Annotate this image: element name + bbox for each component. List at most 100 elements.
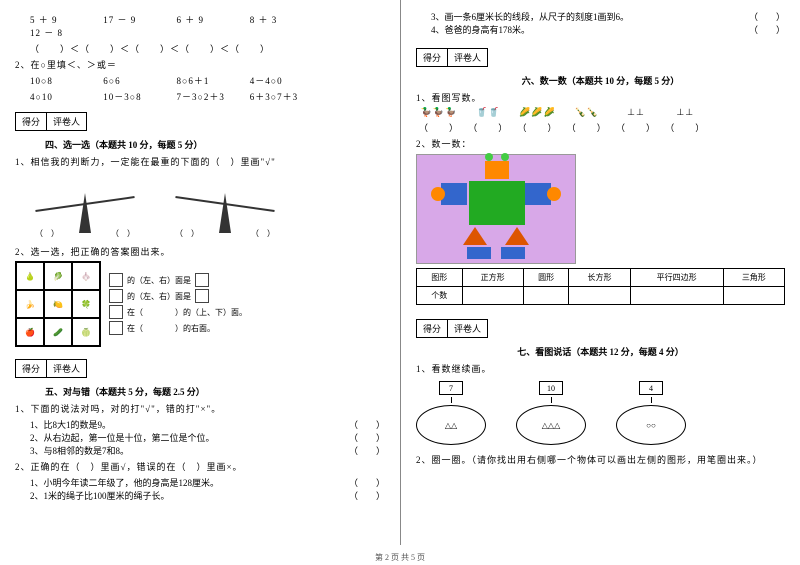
section-4-title: 四、选一选（本题共 10 分，每题 5 分） bbox=[15, 138, 385, 151]
paren: （ ） bbox=[515, 121, 561, 134]
grader-label: 评卷人 bbox=[47, 360, 86, 377]
score-box: 得分 评卷人 bbox=[416, 319, 488, 338]
stmt: 1、小明今年读二年级了，他的身高是128厘米。 bbox=[15, 476, 219, 489]
s6-q1: 1、看图写数。 bbox=[416, 91, 785, 104]
oval: ○○ bbox=[616, 405, 686, 445]
expr: 6○6 bbox=[103, 76, 173, 86]
stmt: 3、与8相邻的数是7和8。 bbox=[15, 444, 129, 457]
q2-title: 2、在○里填＜、＞或＝ bbox=[15, 58, 385, 71]
num-box: 10 bbox=[539, 381, 563, 395]
r-q4: 4、爸爸的身高有178米。 （ ） bbox=[416, 23, 785, 36]
expr: 17 － 9 bbox=[103, 13, 173, 26]
paren: （ ） bbox=[349, 476, 385, 489]
cup-icon bbox=[109, 273, 123, 287]
th: 圆形 bbox=[523, 269, 569, 287]
stmt: 4、爸爸的身高有178米。 bbox=[416, 23, 530, 36]
th: 正方形 bbox=[462, 269, 523, 287]
th: 三角形 bbox=[723, 269, 784, 287]
paren: （ ） bbox=[613, 121, 659, 134]
s5-q1: 1、下面的说法对吗，对的打"√"，错的打"×"。 bbox=[15, 402, 385, 415]
num-box: 7 bbox=[439, 381, 463, 395]
section-6-title: 六、数一数（本题共 10 分，每题 5 分） bbox=[416, 74, 785, 87]
expr: 8 ＋ 3 bbox=[250, 13, 320, 26]
th: 长方形 bbox=[569, 269, 630, 287]
oval-group: 10 △△△ bbox=[516, 381, 586, 445]
robot-figure bbox=[416, 154, 576, 264]
q2-row1: 10○8 6○6 8○6＋1 4－4○0 bbox=[15, 74, 385, 87]
ducks-icon: 🦆🦆🦆 bbox=[416, 107, 462, 118]
s5-item: 1、小明今年读二年级了，他的身高是128厘米。 （ ） bbox=[15, 476, 385, 489]
paren: （ ） bbox=[251, 228, 275, 239]
s6-q2: 2、数一数： bbox=[416, 137, 785, 150]
expr: 4○10 bbox=[30, 92, 100, 102]
balance-1: （ ） （ ） bbox=[25, 173, 145, 233]
score-box: 得分 评卷人 bbox=[15, 112, 87, 131]
num-box: 4 bbox=[639, 381, 663, 395]
pine-icon bbox=[109, 321, 123, 335]
oval-figures: 7 △△ 10 △△△ 4 ○○ bbox=[416, 381, 785, 445]
expr: 12 － 8 bbox=[30, 26, 100, 39]
paren: （ ） bbox=[564, 121, 610, 134]
s5-item: 3、与8相邻的数是7和8。 （ ） bbox=[15, 444, 385, 457]
right-column: 3、画一条6厘米长的线段，从尺子的刻度1画到6。 （ ） 4、爸爸的身高有178米… bbox=[400, 0, 800, 545]
paren: （ ） bbox=[749, 10, 785, 23]
bottles-icon: 🍾🍾 bbox=[564, 107, 610, 118]
opt-ans-icon bbox=[195, 289, 209, 303]
oval-group: 7 △△ bbox=[416, 381, 486, 445]
paren: （ ） bbox=[749, 23, 785, 36]
shape-count-table: 图形 正方形 圆形 长方形 平行四边形 三角形 个数 bbox=[416, 268, 785, 305]
td-blank bbox=[723, 287, 784, 305]
expr: 4－4○0 bbox=[250, 74, 320, 87]
s5-item: 1、比8大1的数是9。（ ） bbox=[15, 418, 385, 431]
score-box: 得分 评卷人 bbox=[416, 48, 488, 67]
td-blank bbox=[630, 287, 723, 305]
oval-group: 4 ○○ bbox=[616, 381, 686, 445]
stmt: 2、1米的绳子比100厘米的绳子长。 bbox=[15, 489, 170, 502]
expr: 10－3○8 bbox=[103, 90, 173, 103]
balance-figures: （ ） （ ） （ ） （ ） bbox=[15, 171, 385, 235]
expr: 8○6＋1 bbox=[177, 74, 247, 87]
score-label: 得分 bbox=[417, 49, 448, 66]
s7-q2: 2、圈一圈。（请你找出用右侧哪一个物体可以画出左侧的图形，用笔圈出来。） bbox=[416, 453, 785, 466]
grader-label: 评卷人 bbox=[448, 49, 487, 66]
q2-row2: 4○10 10－3○8 7－3○2＋3 6＋3○7＋3 bbox=[15, 90, 385, 103]
paren: （ ） bbox=[416, 121, 462, 134]
pick-grid-row: 🍐🥬🧄 🍌🍋🍀 🍎🥒🍈 的（左、右）面是 的（左、右）面是 在（ ）的（上、下）… bbox=[15, 261, 385, 347]
balance-2: （ ） （ ） bbox=[165, 173, 285, 233]
expr: 6 ＋ 9 bbox=[177, 13, 247, 26]
paren: （ ） bbox=[35, 228, 59, 239]
grape-icon bbox=[109, 289, 123, 303]
section-7-title: 七、看图说话（本题共 12 分，每题 4 分） bbox=[416, 345, 785, 358]
opt-text: 的（左、右）面是 bbox=[127, 291, 191, 302]
score-label: 得分 bbox=[417, 320, 448, 337]
arith-order: （ ）＜（ ）＜（ ）＜（ ）＜（ ） bbox=[15, 42, 385, 55]
s7-q1: 1、看数继续画。 bbox=[416, 362, 785, 375]
th: 图形 bbox=[417, 269, 463, 287]
leaf-icon bbox=[109, 305, 123, 319]
stmt: 1、比8大1的数是9。 bbox=[15, 418, 111, 431]
td-blank bbox=[462, 287, 523, 305]
section-5-title: 五、对与错（本题共 5 分，每题 2.5 分） bbox=[15, 385, 385, 398]
td-blank bbox=[523, 287, 569, 305]
s5-q2: 2、正确的在（ ）里画√，错误的在（ ）里画×。 bbox=[15, 460, 385, 473]
td: 个数 bbox=[417, 287, 463, 305]
paren: （ ） bbox=[465, 121, 511, 134]
opt-text: 的（左、右）面是 bbox=[127, 275, 191, 286]
opt-text: 在（ ）的（上、下）面。 bbox=[127, 307, 247, 318]
grader-label: 评卷人 bbox=[448, 320, 487, 337]
grid-3x3: 🍐🥬🧄 🍌🍋🍀 🍎🥒🍈 bbox=[15, 261, 101, 347]
expr: 7－3○2＋3 bbox=[177, 90, 247, 103]
arith-row-1: 5 ＋ 9 17 － 9 6 ＋ 9 8 ＋ 3 12 － 8 bbox=[15, 13, 385, 39]
th: 平行四边形 bbox=[630, 269, 723, 287]
oval: △△ bbox=[416, 405, 486, 445]
expr: 5 ＋ 9 bbox=[30, 13, 100, 26]
paren: （ ） bbox=[662, 121, 708, 134]
stmt: 3、画一条6厘米长的线段，从尺子的刻度1画到6。 bbox=[416, 10, 629, 23]
s5-item: 2、1米的绳子比100厘米的绳子长。（ ） bbox=[15, 489, 385, 502]
opt-text: 在（ ）的右面。 bbox=[127, 323, 215, 334]
left-column: 5 ＋ 9 17 － 9 6 ＋ 9 8 ＋ 3 12 － 8 （ ）＜（ ）＜… bbox=[0, 0, 400, 545]
paren: （ ） bbox=[349, 444, 385, 457]
count-icons: 🦆🦆🦆 🥤🥤 🌽🌽🌽 🍾🍾 ⊥⊥ ⊥⊥ bbox=[416, 107, 785, 118]
r-q3: 3、画一条6厘米长的线段，从尺子的刻度1画到6。 （ ） bbox=[416, 10, 785, 23]
pick-options: 的（左、右）面是 的（左、右）面是 在（ ）的（上、下）面。 在（ ）的右面。 bbox=[109, 273, 247, 335]
